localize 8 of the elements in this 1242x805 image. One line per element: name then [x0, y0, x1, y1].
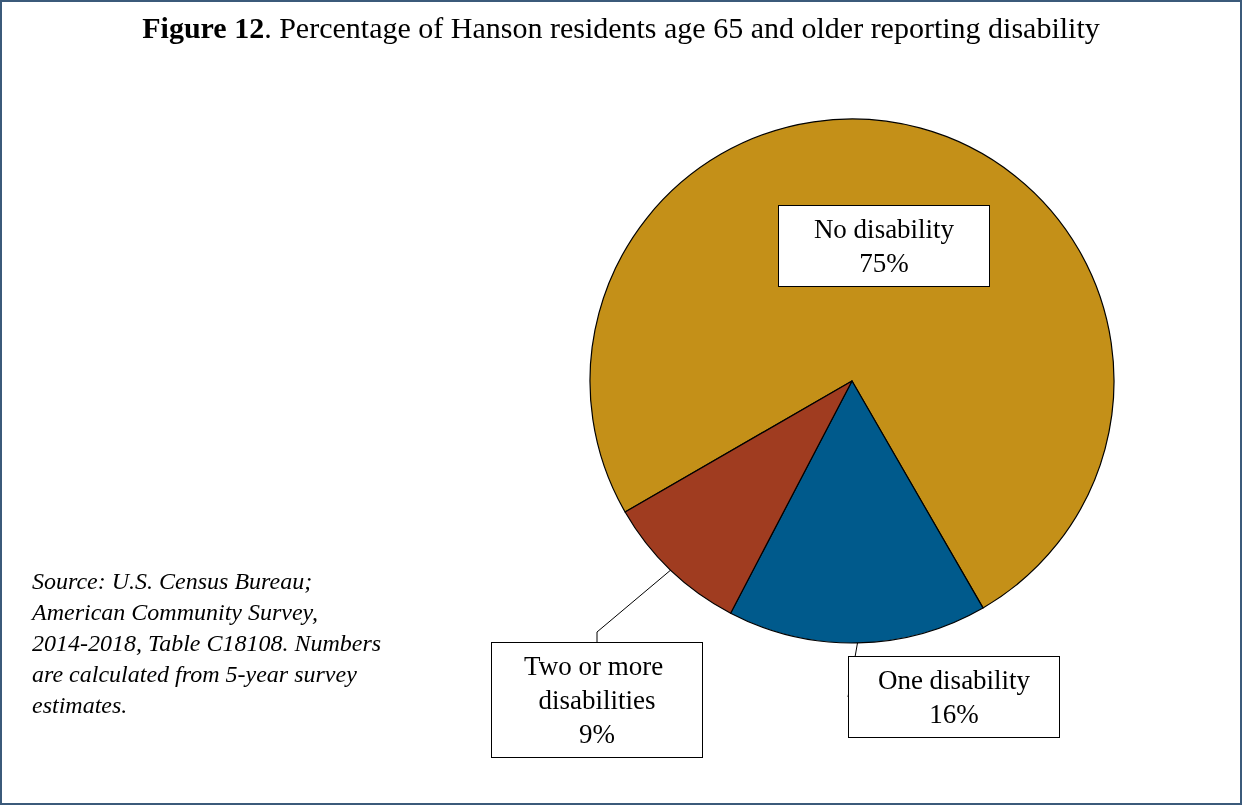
data-label: 16%: [929, 699, 979, 729]
data-label: 9%: [579, 719, 615, 749]
source-note: Source: U.S. Census Bureau; American Community Survey, 2014-2018, Table C18108. Numbers are calculated from 5-year survey estimates.: [30, 567, 388, 718]
slice-label: One disability: [877, 665, 1031, 695]
slice-label: No disability: [813, 214, 955, 244]
chart-title: Figure 12. Percentage of Hanson residents age 65 and older reporting disability: [141, 10, 1101, 46]
data-label: 75%: [859, 248, 909, 278]
slice-label: Two or more disabilities: [524, 651, 670, 715]
